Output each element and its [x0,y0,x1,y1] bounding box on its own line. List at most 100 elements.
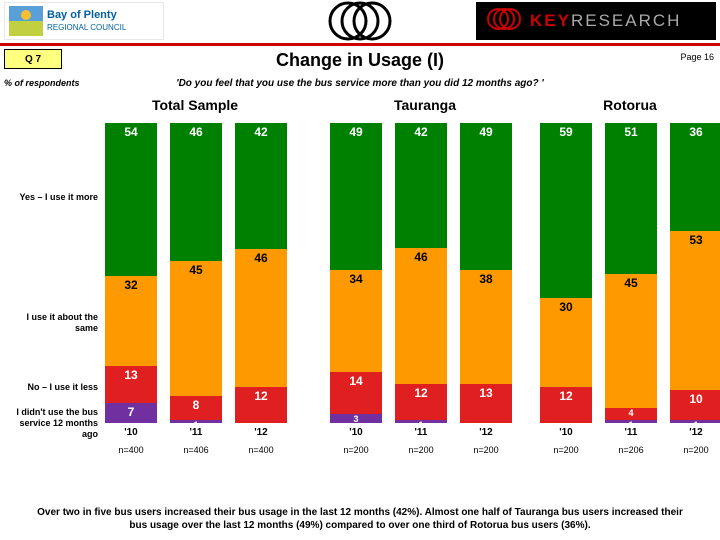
category-label: I didn't use the bus service 12 months a… [2,407,98,440]
sample-size-label: n=206 [605,445,657,455]
x-axis-year-label: '12 [235,427,287,438]
segment-value: 34 [330,270,382,286]
respondents-label: % of respondents [4,78,80,88]
logo-center-rings-icon [310,1,410,41]
x-axis-year-label: '11 [605,427,657,438]
stacked-bar: 46 45 8 1 [170,123,222,423]
bar-segment: 54 [105,123,157,276]
segment-value: 13 [105,366,157,382]
segment-value: 59 [540,123,592,139]
bar-segment: 7 [105,403,157,423]
segment-value: 49 [460,123,512,139]
x-axis-year-label: '10 [540,427,592,438]
logo-right-rings-icon [484,4,524,39]
segment-value: 12 [235,387,287,403]
sample-size-label: n=200 [670,445,720,455]
bar-segment: 30 [540,298,592,387]
chart-group-title: Rotorua [540,97,720,113]
bar-segment: 8 [170,396,222,420]
category-label: I use it about the same [2,312,98,334]
stacked-bar: 42 46 12 [235,123,287,423]
footer-summary: Over two in five bus users increased the… [0,506,720,532]
segment-value: 14 [330,372,382,388]
segment-value: 38 [460,270,512,286]
logo-left-text: Bay of Plenty REGIONAL COUNCIL [47,9,126,34]
segment-value: 53 [670,231,720,247]
logo-keyresearch: KEYRESEARCH [476,2,716,40]
bar-segment: 53 [670,231,720,390]
bar-segment: 14 [330,372,382,414]
bar-segment: 42 [395,123,447,248]
page-number: Page 16 [680,52,714,62]
bar-segment: 3 [330,414,382,423]
segment-value: 49 [330,123,382,139]
bar-segment: 1 [395,420,447,423]
stacked-bar: 51 45 4 1 [605,123,657,423]
segment-value: 3 [330,414,382,424]
bar-segment: 46 [395,248,447,385]
bar-segment: 1 [670,420,720,423]
chart-group-title: Total Sample [100,97,290,113]
sample-size-label: n=200 [460,445,512,455]
bar-segment: 34 [330,270,382,372]
sample-size-label: n=400 [235,445,287,455]
bar-segment: 45 [170,261,222,396]
bar-segment: 12 [540,387,592,423]
bar-segment: 42 [235,123,287,249]
segment-value: 46 [170,123,222,139]
category-label: No – I use it less [2,382,98,393]
bar-segment: 46 [170,123,222,261]
segment-value: 7 [105,403,157,419]
segment-value: 51 [605,123,657,139]
segment-value: 13 [460,384,512,400]
bar-segment: 1 [605,420,657,423]
header-bar: Bay of Plenty REGIONAL COUNCIL KEYRESEAR… [0,0,720,46]
bar-segment: 12 [395,384,447,420]
category-label: Yes – I use it more [2,192,98,203]
bar-segment: 49 [460,123,512,270]
segment-value: 42 [235,123,287,139]
segment-value: 32 [105,276,157,292]
stacked-bar: 59 3012 [540,123,592,423]
bar-segment: 10 [670,390,720,420]
sample-size-label: n=200 [395,445,447,455]
question-text: 'Do you feel that you use the bus servic… [176,78,544,89]
segment-value: 46 [235,249,287,265]
bar-segment: 13 [460,384,512,423]
segment-value: 42 [395,123,447,139]
charts-area: Total Sample Tauranga Rotorua Yes – I use i… [0,97,720,477]
bar-segment: 1 [170,420,222,423]
x-axis-year-label: '10 [330,427,382,438]
segment-value: 45 [605,274,657,290]
logo-right-name: KEYRESEARCH [530,11,681,31]
sample-size-label: n=400 [105,445,157,455]
sample-size-label: n=200 [540,445,592,455]
bar-segment: 36 [670,123,720,231]
sample-size-label: n=406 [170,445,222,455]
logo-left-line2: REGIONAL COUNCIL [47,23,126,32]
question-number-box: Q 7 [4,49,62,69]
logo-left-flag-icon [9,6,43,36]
stacked-bar: 42 46 121 [395,123,447,423]
segment-value: 45 [170,261,222,277]
title-row: Q 7 Change in Usage (I) Page 16 [0,46,720,78]
segment-value: 12 [540,387,592,403]
x-axis-year-label: '10 [105,427,157,438]
bar-segment: 59 [540,123,592,298]
bar-segment: 38 [460,270,512,384]
segment-value: 10 [670,390,720,406]
chart-group-title: Tauranga [330,97,520,113]
stacked-bar: 3653 10 1 [670,123,720,423]
bar-segment: 51 [605,123,657,274]
segment-value: 46 [395,248,447,264]
bar-segment: 46 [235,249,287,387]
segment-value: 54 [105,123,157,139]
x-axis-year-label: '12 [460,427,512,438]
subtitle-row: % of respondents 'Do you feel that you u… [0,78,720,89]
bar-segment: 12 [235,387,287,423]
x-axis-year-label: '12 [670,427,720,438]
x-axis-year-label: '11 [395,427,447,438]
bar-segment: 4 [605,408,657,420]
segment-value: 8 [170,396,222,412]
segment-value: 4 [605,408,657,418]
